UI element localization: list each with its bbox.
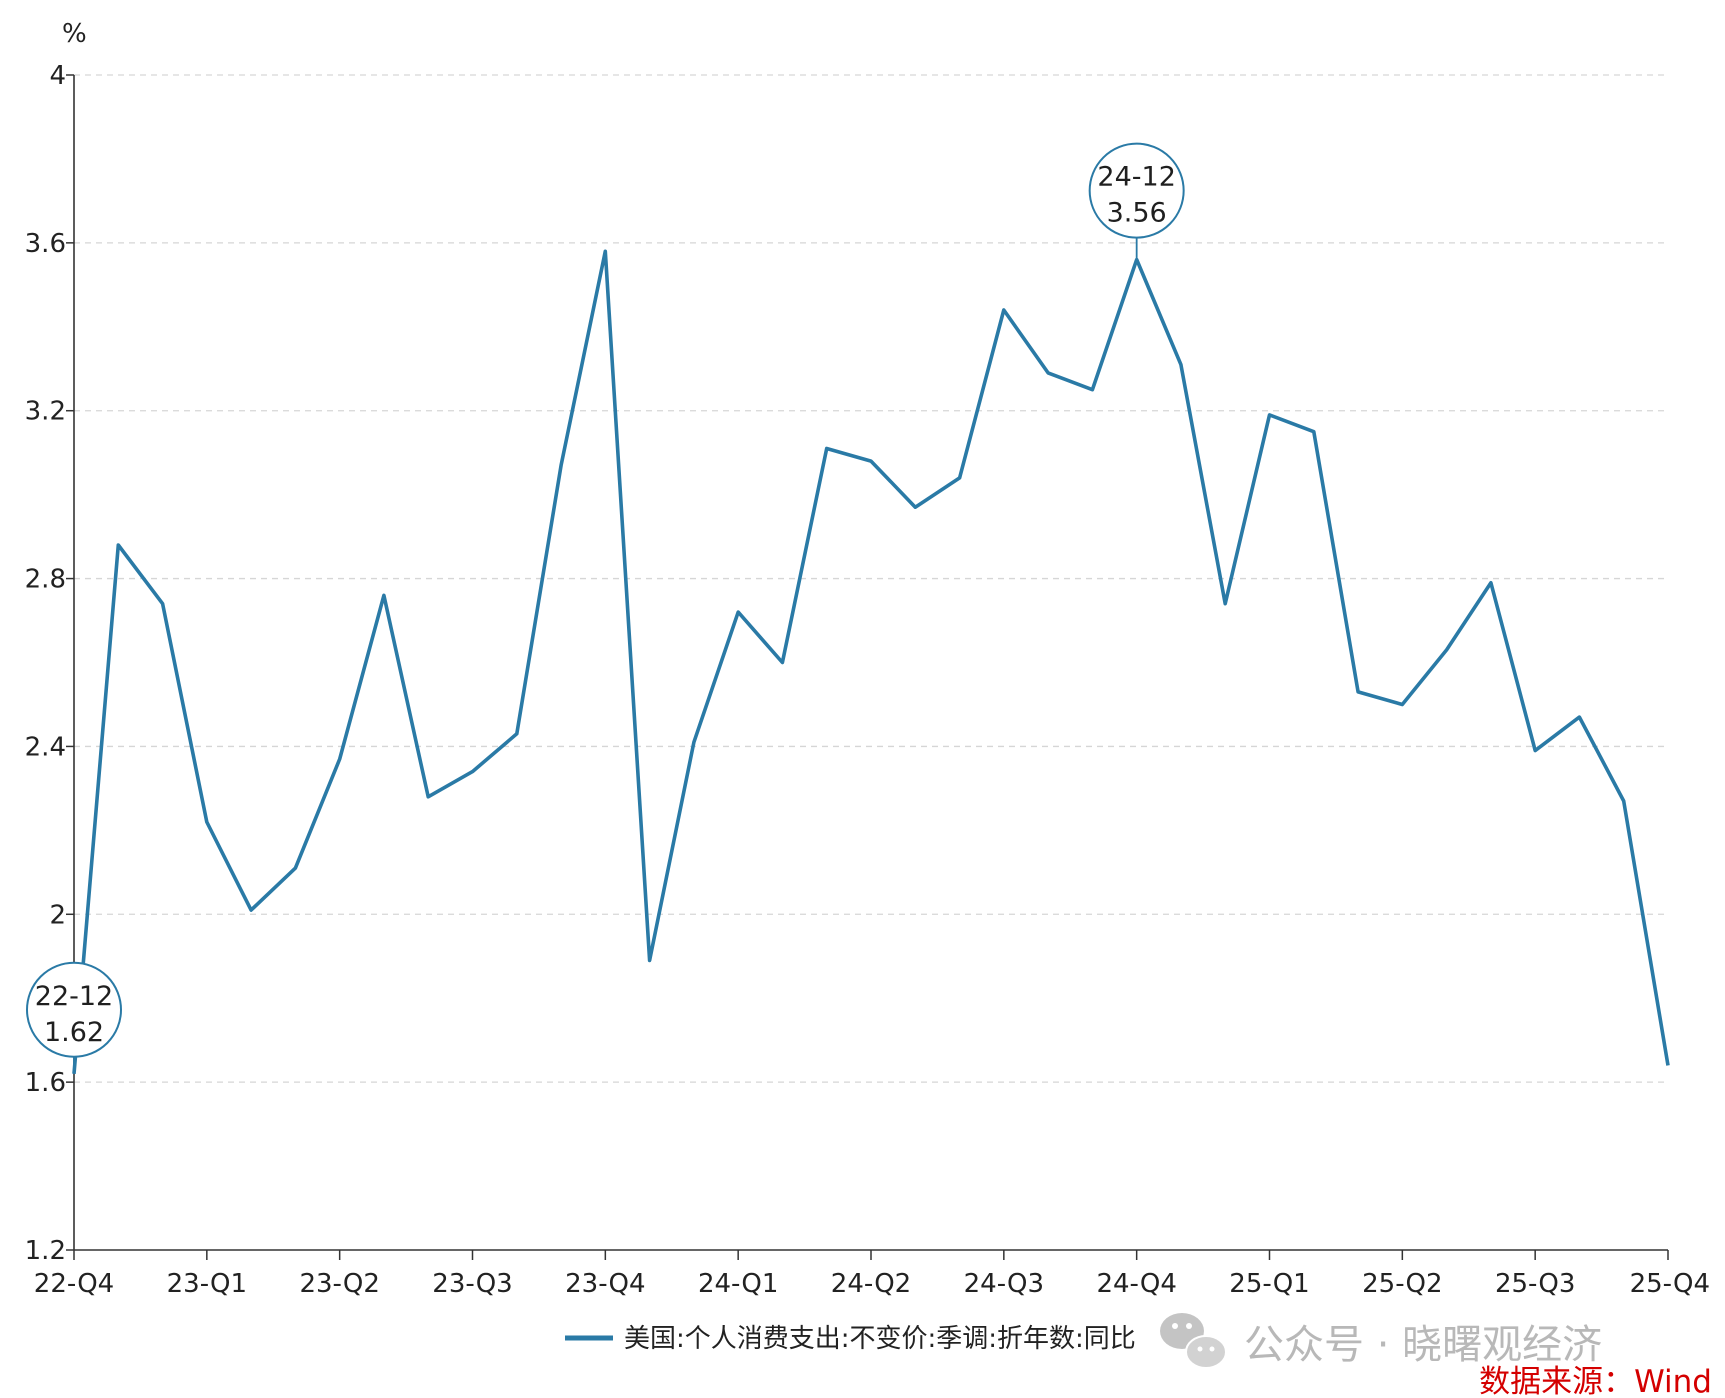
gridlines — [74, 74, 1668, 1083]
y-tick-label: 2.4 — [25, 732, 66, 762]
y-axis-ticks: 1.2 1.6 2 2.4 2.8 3.2 3.6 4 — [25, 61, 74, 1266]
y-tick-label: 2 — [49, 900, 66, 930]
x-tick-label: 25-Q3 — [1495, 1269, 1575, 1299]
x-tick-label: 25-Q1 — [1229, 1269, 1309, 1299]
y-tick-label: 1.2 — [25, 1236, 66, 1266]
watermark: 公众号 · 晓曙观经济 — [1160, 1313, 1602, 1369]
annotation-bubble: 22-12 1.62 — [26, 961, 122, 1074]
legend: 美国:个人消费支出:不变价:季调:折年数:同比 — [565, 1324, 1136, 1354]
y-tick-label: 3.6 — [25, 229, 66, 259]
x-tick-label: 25-Q2 — [1362, 1269, 1442, 1299]
legend-label: 美国:个人消费支出:不变价:季调:折年数:同比 — [624, 1324, 1136, 1354]
x-tick-label: 23-Q4 — [565, 1269, 645, 1299]
x-tick-label: 25-Q4 — [1630, 1269, 1710, 1299]
x-tick-label: 22-Q4 — [34, 1269, 114, 1299]
x-tick-label: 23-Q2 — [299, 1269, 379, 1299]
x-tick-label: 24-Q1 — [698, 1269, 778, 1299]
series-line — [72, 249, 1670, 1074]
x-tick-label: 24-Q3 — [964, 1269, 1044, 1299]
x-tick-label: 24-Q4 — [1096, 1269, 1176, 1299]
x-tick-label: 24-Q2 — [831, 1269, 911, 1299]
watermark-text: 公众号 · 晓曙观经济 — [1244, 1322, 1602, 1368]
x-tick-label: 23-Q1 — [167, 1269, 247, 1299]
y-axis-unit: % — [62, 19, 87, 49]
axes — [73, 75, 1668, 1251]
annotations: 22-12 1.62 24-12 3.56 — [26, 142, 1185, 1074]
data-source: 数据来源：Wind — [1479, 1364, 1712, 1398]
y-tick-label: 4 — [49, 61, 66, 91]
annotation-label: 22-12 — [35, 981, 113, 1012]
y-tick-label: 3.2 — [25, 397, 66, 427]
annotation-label: 24-12 — [1097, 162, 1175, 193]
series-layer — [72, 249, 1670, 1074]
annotation-circle — [26, 961, 122, 1058]
annotation-bubble: 24-12 3.56 — [1088, 142, 1185, 260]
y-tick-label: 1.6 — [25, 1068, 66, 1098]
y-tick-label: 2.8 — [25, 565, 66, 595]
annotation-value: 1.62 — [44, 1017, 104, 1048]
annotation-value: 3.56 — [1107, 198, 1167, 229]
annotation-circle — [1088, 142, 1185, 239]
x-axis-ticks: 22-Q4 23-Q1 23-Q2 23-Q3 23-Q4 24-Q1 24-Q2 24-Q3… — [34, 1250, 1710, 1299]
wechat-icon — [1160, 1313, 1227, 1369]
x-tick-label: 23-Q3 — [432, 1269, 512, 1299]
